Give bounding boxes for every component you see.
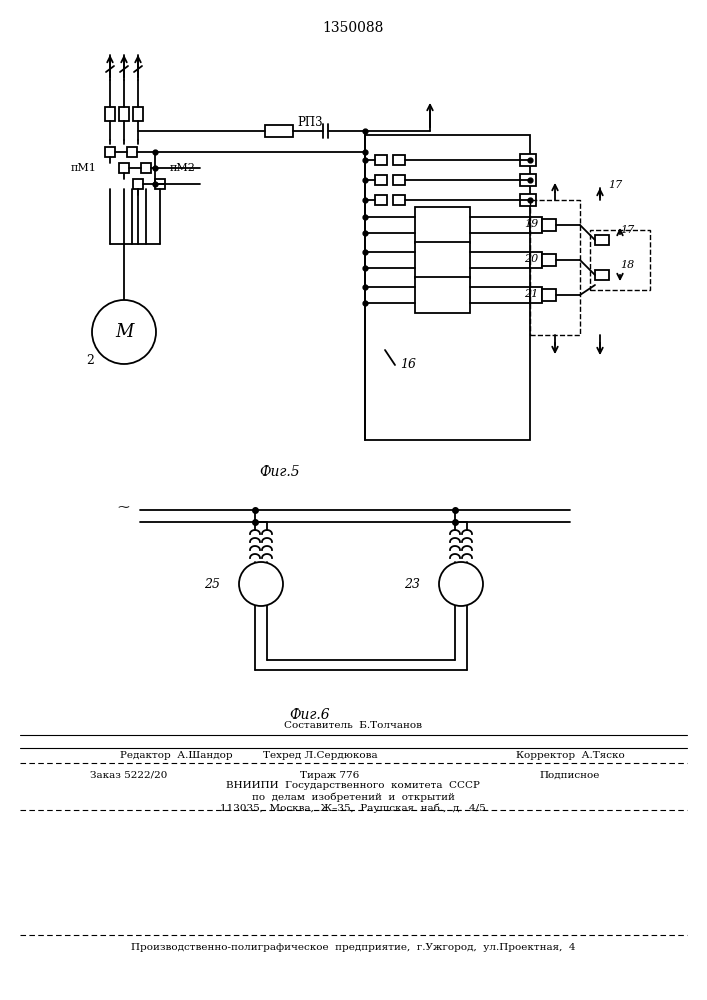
Bar bbox=[415, 242, 470, 278]
Text: 16: 16 bbox=[400, 359, 416, 371]
Text: 17: 17 bbox=[608, 180, 622, 190]
Bar bbox=[415, 277, 470, 313]
Text: 25: 25 bbox=[204, 578, 220, 590]
Text: Тираж 776: Тираж 776 bbox=[300, 770, 360, 780]
Text: Редактор  А.Шандор: Редактор А.Шандор bbox=[120, 752, 233, 760]
Bar bbox=[542, 289, 556, 301]
Bar bbox=[375, 175, 387, 185]
Bar bbox=[155, 179, 165, 189]
Text: Корректор  А.Тяско: Корректор А.Тяско bbox=[515, 752, 624, 760]
Text: Техред Л.Сердюкова: Техред Л.Сердюкова bbox=[263, 752, 378, 760]
Bar bbox=[265, 125, 293, 137]
Bar bbox=[520, 154, 536, 166]
Text: Фиг.5: Фиг.5 bbox=[259, 465, 300, 479]
Text: ВНИИПИ  Государственного  комитета  СССР: ВНИИПИ Государственного комитета СССР bbox=[226, 782, 480, 790]
Text: 21: 21 bbox=[524, 289, 538, 299]
Bar bbox=[375, 195, 387, 205]
Bar bbox=[590, 230, 650, 290]
Bar bbox=[530, 287, 542, 303]
Text: 19: 19 bbox=[524, 219, 538, 229]
Bar bbox=[542, 254, 556, 266]
Bar bbox=[105, 107, 115, 121]
Circle shape bbox=[92, 300, 156, 364]
Text: Составитель  Б.Толчанов: Составитель Б.Толчанов bbox=[284, 722, 422, 730]
Bar bbox=[530, 217, 542, 233]
Text: Производственно-полиграфическое  предприятие,  г.Ужгород,  ул.Проектная,  4: Производственно-полиграфическое предприя… bbox=[131, 942, 575, 952]
Text: 113035,  Москва,  Ж–35,  Раушская  наб.,  д.  4/5: 113035, Москва, Ж–35, Раушская наб., д. … bbox=[220, 803, 486, 813]
Text: по  делам  изобретений  и  открытий: по делам изобретений и открытий bbox=[252, 792, 455, 802]
Text: Заказ 5222/20: Заказ 5222/20 bbox=[90, 770, 168, 780]
Bar bbox=[542, 219, 556, 231]
Bar bbox=[530, 252, 542, 268]
Text: 17: 17 bbox=[620, 225, 634, 235]
Text: 2: 2 bbox=[86, 354, 94, 366]
Bar bbox=[127, 147, 137, 157]
Text: 20: 20 bbox=[524, 254, 538, 264]
Text: Подписное: Подписное bbox=[540, 770, 600, 780]
Text: 1350088: 1350088 bbox=[322, 21, 384, 35]
Bar bbox=[133, 107, 143, 121]
Text: ~: ~ bbox=[116, 498, 130, 516]
Bar bbox=[530, 200, 580, 335]
Text: пМ1: пМ1 bbox=[71, 163, 97, 173]
Ellipse shape bbox=[439, 562, 483, 606]
Bar bbox=[141, 163, 151, 173]
Bar bbox=[365, 135, 530, 440]
Bar bbox=[520, 174, 536, 186]
Ellipse shape bbox=[239, 562, 283, 606]
Bar bbox=[520, 194, 536, 206]
Text: пМ2: пМ2 bbox=[170, 163, 196, 173]
Text: M: M bbox=[115, 323, 133, 341]
Bar bbox=[393, 175, 405, 185]
Bar bbox=[105, 147, 115, 157]
Text: РП3: РП3 bbox=[297, 115, 323, 128]
Text: 23: 23 bbox=[404, 578, 420, 590]
Bar bbox=[595, 235, 609, 245]
Bar bbox=[375, 155, 387, 165]
Bar bbox=[595, 270, 609, 280]
Text: 18: 18 bbox=[620, 260, 634, 270]
Bar bbox=[119, 107, 129, 121]
Bar bbox=[393, 195, 405, 205]
Bar bbox=[393, 155, 405, 165]
Text: Фиг.6: Фиг.6 bbox=[290, 708, 330, 722]
Bar bbox=[133, 179, 143, 189]
Bar bbox=[415, 207, 470, 243]
Bar bbox=[119, 163, 129, 173]
